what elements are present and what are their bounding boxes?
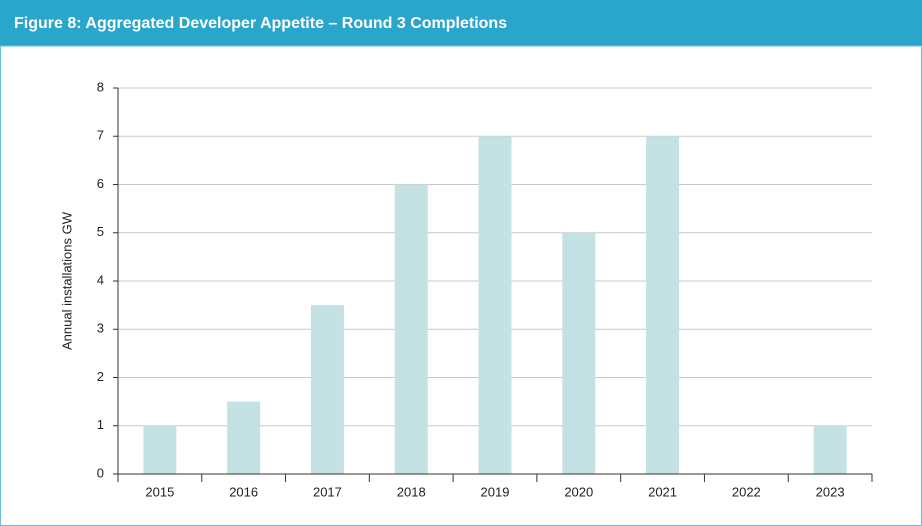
bar xyxy=(646,136,680,474)
y-tick-label: 0 xyxy=(97,465,104,480)
header-bar xyxy=(0,0,922,46)
x-tick-label: 2021 xyxy=(648,484,677,499)
frame xyxy=(0,45,922,526)
bar xyxy=(310,305,344,474)
bar xyxy=(143,425,177,474)
bar xyxy=(813,425,847,474)
x-tick-label: 2023 xyxy=(816,484,845,499)
x-tick-label: 2020 xyxy=(564,484,593,499)
y-tick-label: 4 xyxy=(97,272,104,287)
y-axis-label: Annual installations GW xyxy=(59,211,74,350)
chart-title: Figure 8: Aggregated Developer Appetite … xyxy=(14,15,507,32)
y-tick-label: 2 xyxy=(97,369,104,384)
bar xyxy=(562,232,596,474)
bar xyxy=(394,184,428,474)
y-tick-label: 1 xyxy=(97,417,104,432)
x-tick-label: 2015 xyxy=(145,484,174,499)
y-tick-label: 5 xyxy=(97,224,104,239)
y-tick-label: 7 xyxy=(97,128,104,143)
x-tick-label: 2019 xyxy=(481,484,510,499)
bar xyxy=(478,136,512,474)
y-tick-label: 6 xyxy=(97,176,104,191)
x-tick-label: 2018 xyxy=(397,484,426,499)
x-tick-label: 2017 xyxy=(313,484,342,499)
y-tick-label: 3 xyxy=(97,321,104,336)
y-tick-label: 8 xyxy=(97,79,104,94)
x-tick-label: 2016 xyxy=(229,484,258,499)
x-tick-label: 2022 xyxy=(732,484,761,499)
bar xyxy=(227,401,261,474)
